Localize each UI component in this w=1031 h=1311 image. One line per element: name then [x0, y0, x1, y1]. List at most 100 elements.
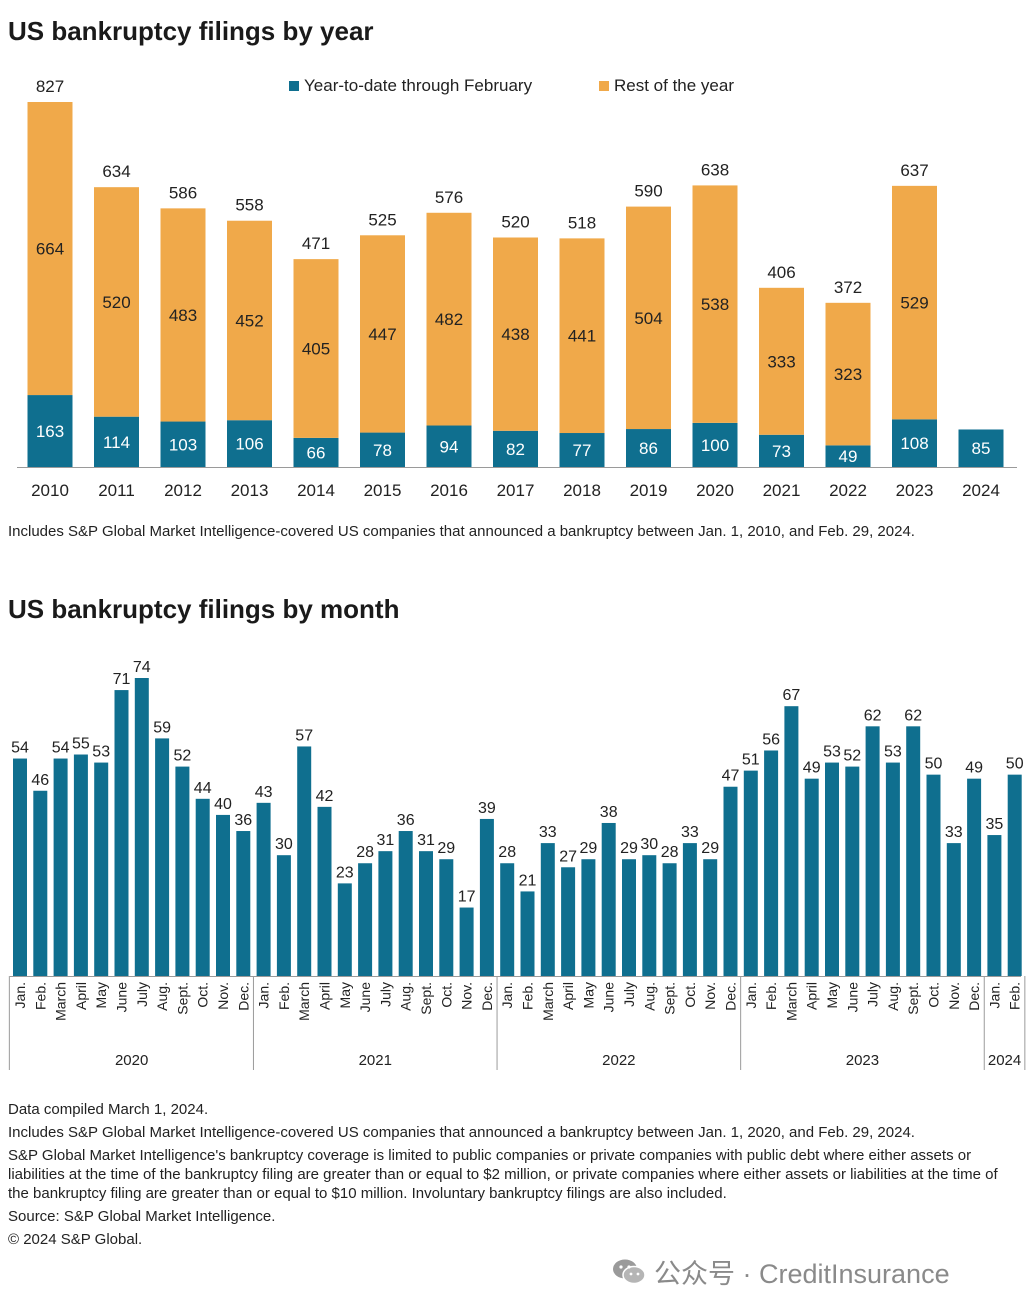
label-month-4: 53 — [92, 744, 110, 761]
x-tick-2011: 2011 — [98, 481, 135, 500]
year-group-label-2023: 2023 — [846, 1052, 879, 1069]
bar-ytd-2020 — [692, 422, 738, 467]
bar-month-35 — [723, 786, 738, 976]
label-month-33: 33 — [681, 824, 699, 841]
bar-ytd-2015 — [360, 432, 405, 467]
bar-month-17 — [358, 863, 373, 976]
bar-month-15 — [317, 806, 332, 976]
bar-month-3 — [73, 754, 88, 976]
x-tick-2018: 2018 — [563, 481, 601, 500]
bar-month-1 — [33, 790, 48, 976]
x-tick-month-18: July — [377, 982, 393, 1007]
x-tick-month-7: Aug. — [154, 982, 170, 1011]
monthly-chart-title: US bankruptcy filings by month — [8, 594, 400, 624]
x-tick-month-0: Jan. — [12, 982, 28, 1008]
x-tick-month-38: March — [783, 982, 799, 1021]
bar-ytd-2022 — [825, 445, 871, 467]
label-month-11: 36 — [234, 812, 252, 829]
label-month-5: 71 — [113, 671, 131, 688]
x-tick-month-11: Dec. — [235, 982, 251, 1011]
label-month-26: 33 — [539, 824, 557, 841]
yearly-chart-note: Includes S&P Global Market Intelligence-… — [8, 523, 915, 540]
label-ytd-2023: 108 — [900, 434, 928, 453]
bar-month-6 — [134, 678, 149, 976]
x-tick-2023: 2023 — [896, 481, 934, 500]
x-tick-month-36: Jan. — [743, 982, 759, 1008]
bar-ytd-2010 — [27, 395, 73, 467]
bar-month-40 — [825, 762, 839, 976]
label-month-12: 43 — [255, 784, 273, 801]
x-tick-month-29: June — [601, 982, 617, 1013]
label-rest-2018: 441 — [568, 327, 596, 346]
x-tick-month-17: June — [357, 982, 373, 1013]
label-month-44: 62 — [904, 707, 922, 724]
label-ytd-2021: 73 — [772, 442, 791, 461]
bar-month-32 — [662, 863, 677, 976]
x-tick-2017: 2017 — [497, 481, 535, 500]
label-month-18: 31 — [377, 832, 395, 849]
label-month-34: 29 — [701, 840, 719, 857]
bar-month-37 — [764, 750, 779, 976]
label-ytd-2012: 103 — [169, 435, 197, 454]
bar-rest-2015 — [360, 235, 405, 433]
x-tick-month-13: Feb. — [276, 982, 292, 1010]
label-rest-2014: 405 — [302, 339, 330, 358]
x-tick-month-39: April — [804, 982, 820, 1010]
label-month-14: 57 — [295, 727, 313, 744]
label-month-20: 31 — [417, 832, 435, 849]
bar-rest-2019 — [626, 206, 671, 430]
bar-month-8 — [175, 766, 190, 976]
label-month-37: 56 — [762, 731, 780, 748]
x-tick-month-16: May — [337, 982, 353, 1008]
x-tick-month-6: July — [134, 982, 150, 1007]
label-total-2023: 637 — [900, 161, 928, 180]
x-tick-2010: 2010 — [31, 481, 69, 500]
label-total-2010: 827 — [36, 77, 64, 96]
label-rest-2010: 664 — [36, 240, 64, 259]
bar-month-48 — [987, 835, 1002, 976]
label-month-38: 67 — [783, 687, 801, 704]
bar-month-29 — [601, 822, 616, 976]
label-month-41: 52 — [843, 748, 861, 765]
bar-ytd-2017 — [493, 430, 538, 467]
label-rest-2013: 452 — [235, 311, 263, 330]
x-tick-month-47: Dec. — [966, 982, 982, 1011]
bar-month-13 — [276, 855, 291, 976]
bar-ytd-2016 — [426, 425, 472, 467]
label-ytd-2024: 85 — [972, 439, 991, 458]
notes-coverage-range: Includes S&P Global Market Intelligence-… — [8, 1124, 915, 1141]
label-month-17: 28 — [356, 844, 374, 861]
x-tick-month-46: Nov. — [946, 982, 962, 1010]
bar-month-16 — [337, 883, 352, 976]
bar-rest-2016 — [426, 212, 472, 426]
label-month-24: 28 — [498, 844, 516, 861]
label-total-2016: 576 — [435, 188, 463, 207]
bar-ytd-2013 — [227, 420, 272, 467]
label-month-1: 46 — [31, 772, 49, 789]
x-tick-2019: 2019 — [630, 481, 668, 500]
x-tick-month-44: Sept. — [905, 982, 921, 1015]
label-month-19: 36 — [397, 812, 415, 829]
x-tick-month-32: Sept. — [662, 982, 678, 1015]
label-total-2018: 518 — [568, 213, 596, 232]
label-ytd-2013: 106 — [235, 435, 263, 454]
bar-month-45 — [926, 774, 941, 976]
x-tick-month-21: Oct. — [438, 982, 454, 1008]
x-tick-2015: 2015 — [364, 481, 402, 500]
label-ytd-2015: 78 — [373, 441, 392, 460]
bar-ytd-2018 — [559, 433, 605, 467]
label-month-23: 39 — [478, 800, 496, 817]
watermark-text: 公众号 · CreditInsurance — [654, 1259, 950, 1289]
notes-copyright: © 2024 S&P Global. — [8, 1231, 143, 1248]
legend-label-rest: Rest of the year — [614, 76, 734, 95]
bar-rest-2014 — [293, 259, 339, 438]
legend-swatch-ytd — [289, 81, 299, 91]
bar-rest-2010 — [27, 102, 73, 396]
label-total-2015: 525 — [368, 210, 396, 229]
x-tick-2024: 2024 — [962, 481, 1000, 500]
bar-rest-2017 — [493, 237, 538, 431]
bar-rest-2011 — [94, 187, 139, 417]
bar-month-2 — [53, 758, 68, 976]
label-month-9: 44 — [194, 780, 212, 797]
label-month-45: 50 — [925, 756, 943, 773]
